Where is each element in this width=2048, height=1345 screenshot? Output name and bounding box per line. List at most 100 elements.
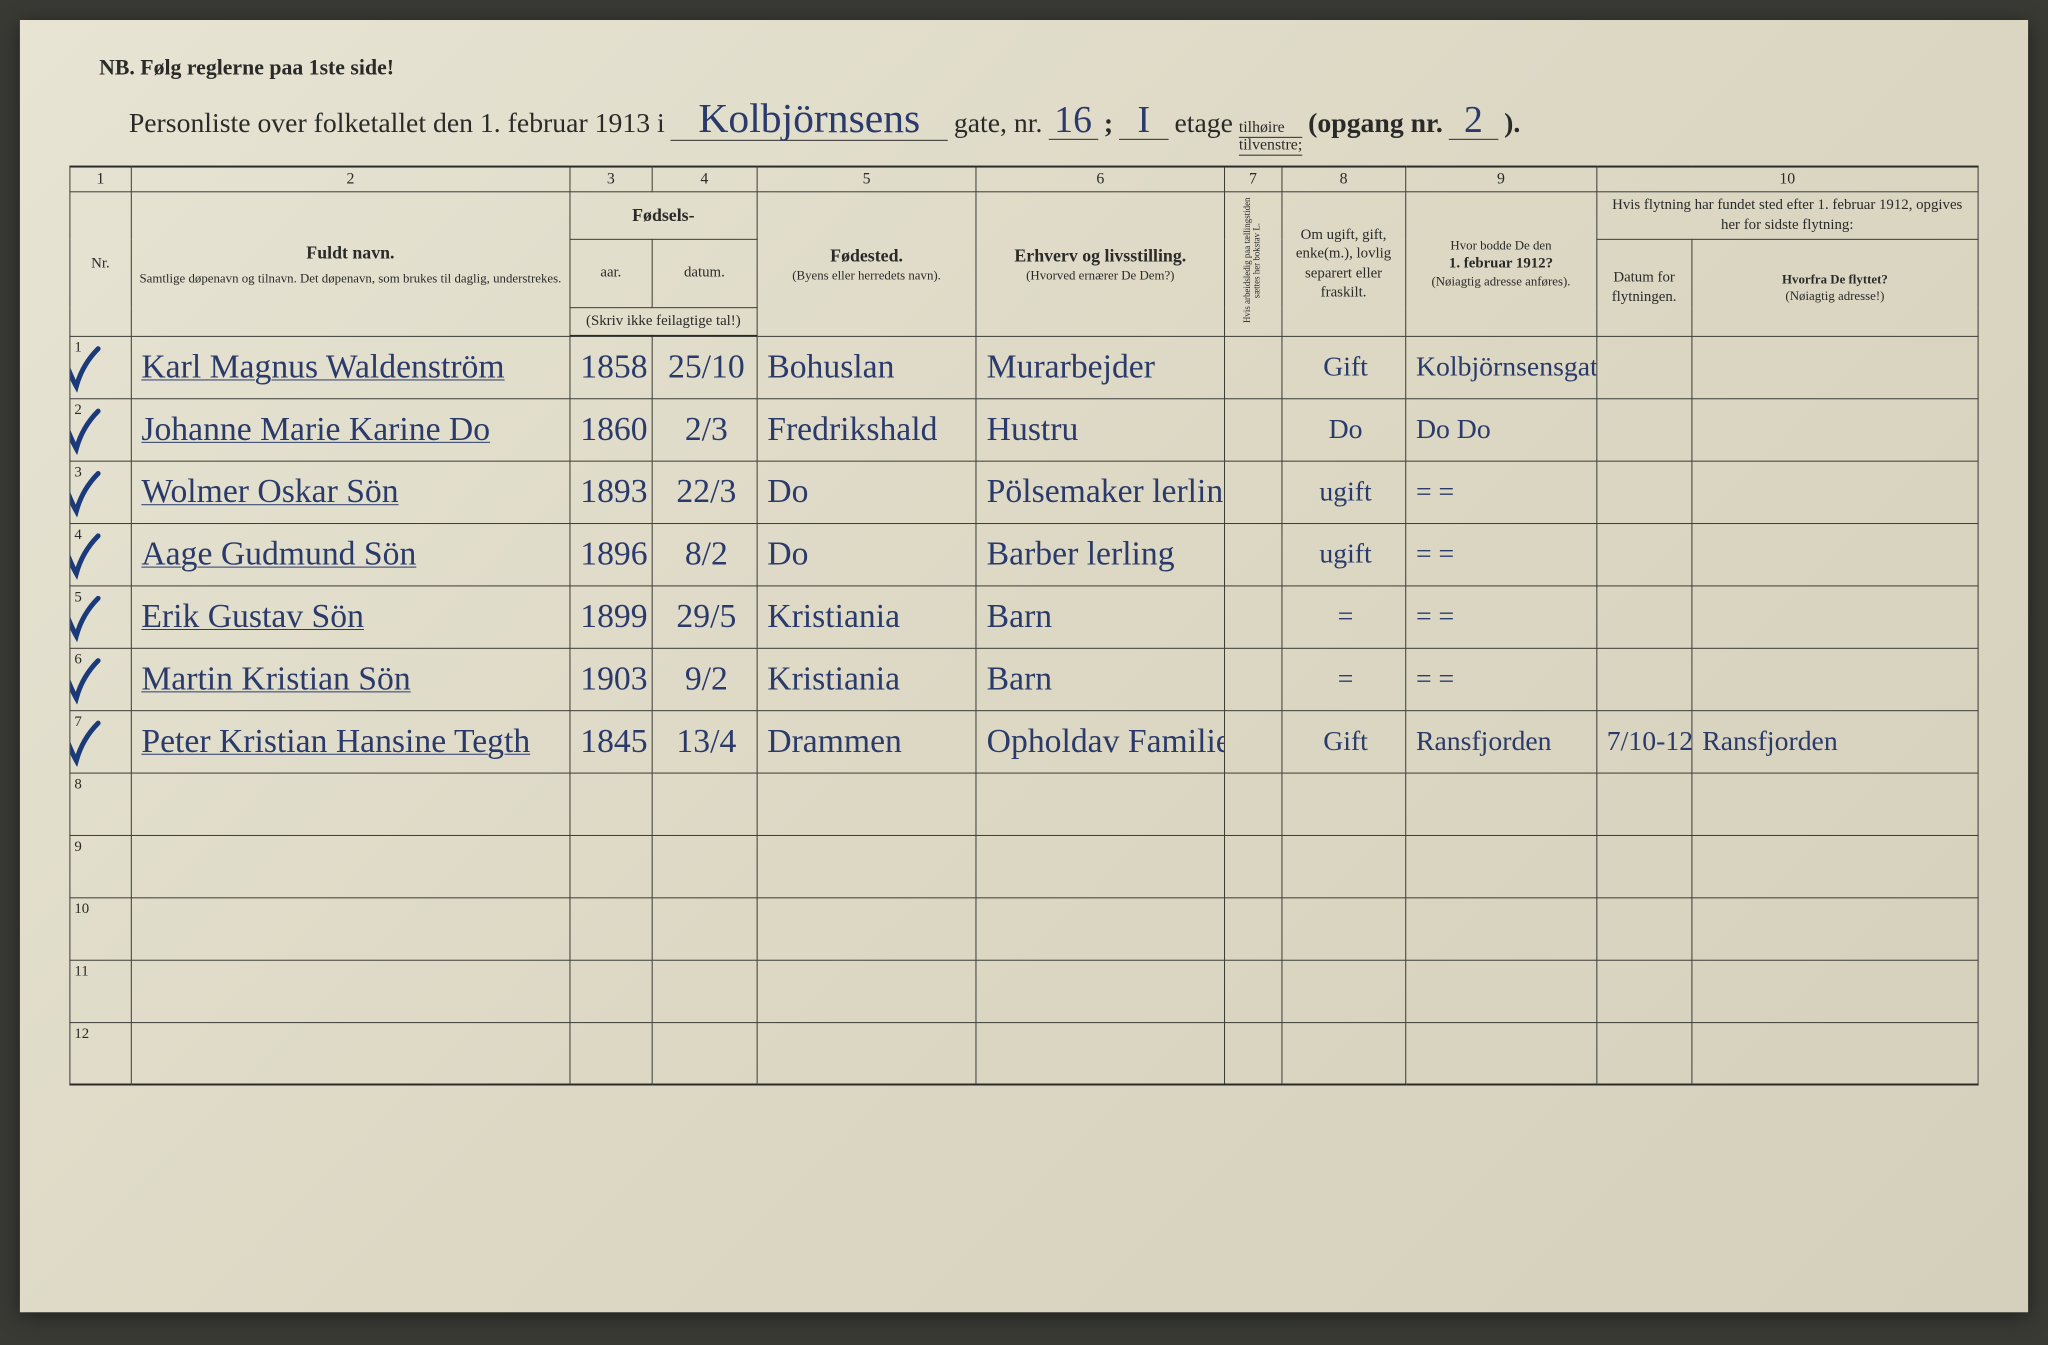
cell-name: Wolmer Oskar Sön [131, 461, 570, 523]
cell-moved-from [1692, 898, 1978, 960]
street-handwritten: Kolbjörnsens [671, 98, 948, 141]
cell-year: 1858 [570, 336, 652, 398]
side-stack-label: tilhøire tilvenstre; [1239, 120, 1302, 155]
cell-name: Erik Gustav Sön [131, 586, 570, 648]
table-row: 11 [70, 960, 1978, 1022]
cell-name [131, 898, 570, 960]
cell-birthplace: Do [757, 523, 976, 585]
cell-nr: 6 [70, 648, 131, 710]
header-birthplace: Fødested. (Byens eller herredets navn). [757, 192, 976, 336]
cell-moved-date [1596, 461, 1691, 523]
cell-occupation: Barn [976, 586, 1224, 648]
gate-label: gate, nr. [954, 108, 1043, 140]
table-row: 6 Martin Kristian Sön 1903 9/2 Kristiani… [70, 648, 1978, 710]
cell-name: Aage Gudmund Sön [131, 523, 570, 585]
cell-name: Peter Kristian Hansine Tegth [131, 711, 570, 773]
cell-nr: 3 [70, 461, 131, 523]
cell-moved-from: Ransfjorden [1692, 711, 1978, 773]
header-birth-label: Fødsels- [632, 205, 694, 225]
col-num-2: 2 [131, 166, 570, 192]
cell-birthplace [757, 773, 976, 835]
cell-birthplace: Drammen [757, 711, 976, 773]
cell-occupation [976, 835, 1224, 897]
cell-occupation [976, 773, 1224, 835]
cell-date: 13/4 [652, 711, 757, 773]
header-moved-from: Hvorfra De flyttet? (Nøiagtig adresse!) [1692, 240, 1978, 337]
cell-year [570, 835, 652, 897]
stack-bottom: tilvenstre; [1239, 138, 1302, 155]
cell-date [652, 1023, 757, 1085]
table-row: 8 [70, 773, 1978, 835]
table-header: 1 2 3 4 5 6 7 8 9 10 Nr. Fuldt navn. Sam… [70, 166, 1978, 336]
cell-year: 1899 [570, 586, 652, 648]
cell-moved-from [1692, 648, 1978, 710]
col-num-6: 6 [976, 166, 1224, 192]
header-occupation: Erhverv og livsstilling. (Hvorved ernære… [976, 192, 1224, 336]
etage-label: etage [1174, 108, 1232, 140]
cell-occupation [976, 960, 1224, 1022]
table-body: 1 Karl Magnus Waldenström 1858 25/10 Boh… [70, 336, 1978, 1085]
cell-status: ugift [1282, 461, 1406, 523]
header-status: Om ugift, gift, enke(m.), lovlig separer… [1282, 192, 1406, 336]
col-num-10: 10 [1596, 166, 1978, 192]
cell-moved-date [1596, 336, 1691, 398]
header-addr1912-top: Hvor bodde De den [1412, 238, 1590, 255]
header-birthplace-bold: Fødested. [763, 244, 970, 267]
header-moved-from-sub: (Nøiagtig adresse!) [1698, 288, 1971, 305]
cell-moved-date [1596, 1023, 1691, 1085]
cell-year: 1860 [570, 399, 652, 461]
cell-moved-date [1596, 586, 1691, 648]
cell-occupation: Barber lerling [976, 523, 1224, 585]
cell-birthplace [757, 898, 976, 960]
cell-occupation: Barn [976, 648, 1224, 710]
cell-moved-date [1596, 399, 1691, 461]
cell-occupation [976, 1023, 1224, 1085]
header-name-bold: Fuldt navn. [137, 241, 563, 264]
cell-date [652, 835, 757, 897]
table-row: 9 [70, 835, 1978, 897]
cell-status: Gift [1282, 336, 1406, 398]
cell-name: Martin Kristian Sön [131, 648, 570, 710]
header-date: datum. [652, 240, 757, 308]
cell-date: 8/2 [652, 523, 757, 585]
cell-date: 25/10 [652, 336, 757, 398]
cell-name: Johanne Marie Karine Do [131, 399, 570, 461]
cell-occupation: Opholdav Familien [976, 711, 1224, 773]
header-moved-date: Datum for flytningen. [1596, 240, 1691, 337]
cell-year [570, 960, 652, 1022]
header-birthplace-sub: (Byens eller herredets navn). [763, 267, 970, 284]
cell-nr: 11 [70, 960, 131, 1022]
header-occupation-bold: Erhverv og livsstilling. [983, 244, 1218, 267]
header-addr1912-bold: 1. februar 1912? [1412, 255, 1590, 274]
cell-unemployed [1224, 835, 1281, 897]
checkmark-icon [70, 345, 102, 393]
table-row: 3 Wolmer Oskar Sön 1893 22/3 Do Pölsemak… [70, 461, 1978, 523]
cell-addr1912 [1406, 898, 1597, 960]
checkmark-icon [70, 469, 102, 517]
col-num-9: 9 [1406, 166, 1597, 192]
cell-moved-date [1596, 835, 1691, 897]
stack-top: tilhøire [1239, 120, 1302, 138]
header-name-sub: Samtlige døpenavn og tilnavn. Det døpena… [137, 270, 563, 287]
col-num-8: 8 [1282, 166, 1406, 192]
cell-status: = [1282, 648, 1406, 710]
cell-occupation: Murarbejder [976, 336, 1224, 398]
cell-date: 2/3 [652, 399, 757, 461]
table-row: 12 [70, 1023, 1978, 1085]
cell-year [570, 1023, 652, 1085]
census-table: 1 2 3 4 5 6 7 8 9 10 Nr. Fuldt navn. Sam… [69, 165, 1978, 1086]
cell-name: Karl Magnus Waldenström [131, 336, 570, 398]
cell-unemployed [1224, 336, 1281, 398]
cell-unemployed [1224, 523, 1281, 585]
checkmark-icon [70, 719, 102, 767]
cell-birthplace: Kristiania [757, 586, 976, 648]
header-nr: Nr. [70, 192, 131, 336]
cell-birthplace [757, 835, 976, 897]
cell-date [652, 898, 757, 960]
cell-nr: 4 [70, 523, 131, 585]
cell-nr: 9 [70, 835, 131, 897]
cell-occupation: Hustru [976, 399, 1224, 461]
opgang-suffix: ). [1504, 108, 1520, 140]
table-row: 10 [70, 898, 1978, 960]
semicolon: ; [1104, 108, 1113, 140]
